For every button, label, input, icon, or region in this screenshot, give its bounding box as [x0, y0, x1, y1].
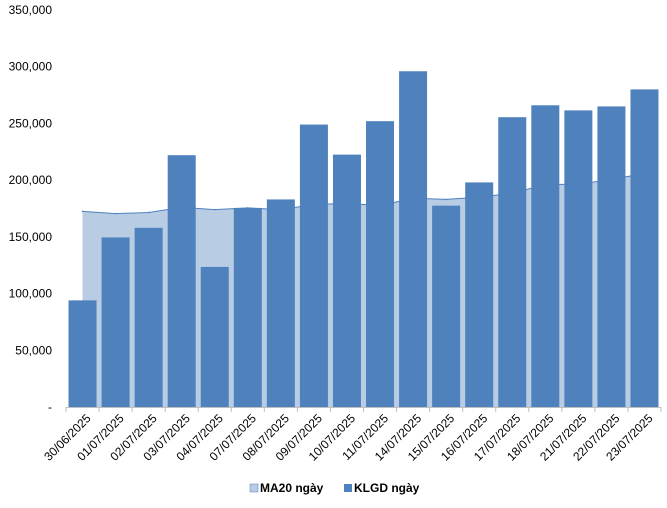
ma20-point	[81, 210, 84, 213]
klgd-bar	[101, 237, 130, 407]
klgd-bar	[134, 227, 163, 407]
klgd-bar	[233, 207, 262, 407]
legend-swatch-ma20	[249, 483, 259, 493]
klgd-bar	[266, 199, 295, 407]
y-tick-label: 250,000	[9, 116, 53, 130]
legend: MA20 ngày KLGD ngày	[249, 481, 420, 495]
y-tick-label: 150,000	[9, 230, 53, 244]
legend-label-klgd: KLGD ngày	[354, 481, 420, 495]
klgd-bar	[366, 121, 395, 407]
legend-swatch-klgd	[344, 484, 352, 492]
klgd-bar	[200, 266, 229, 407]
y-tick-label: -	[48, 400, 52, 414]
y-tick-label: 100,000	[9, 287, 53, 301]
ma20-point	[147, 211, 150, 214]
klgd-bar	[630, 89, 659, 408]
axis-layer	[65, 407, 662, 412]
area-layer	[81, 172, 646, 407]
legend-label-ma20: MA20 ngày	[260, 481, 324, 495]
klgd-bar	[68, 300, 97, 407]
klgd-bar	[399, 71, 428, 407]
klgd-bar	[432, 205, 461, 407]
x-tick-labels: 30/06/202501/07/202502/07/202503/07/2025…	[41, 411, 656, 464]
klgd-bar	[167, 155, 196, 407]
y-tick-label: 300,000	[9, 60, 53, 74]
klgd-bar	[299, 124, 328, 407]
klgd-bar	[597, 106, 626, 408]
y-tick-label: 350,000	[9, 3, 53, 17]
klgd-bar	[332, 154, 361, 407]
klgd-bar	[498, 117, 527, 407]
klgd-bar	[465, 182, 494, 407]
klgd-bar	[531, 105, 560, 407]
klgd-bar	[564, 110, 593, 408]
ma20-area	[82, 173, 645, 407]
y-tick-labels: - 50,000 100,000 150,000 200,000 250,000 300,0…	[9, 3, 53, 414]
y-tick-label: 200,000	[9, 173, 53, 187]
ma20-point	[445, 198, 447, 201]
ma20-point	[114, 212, 117, 215]
y-tick-label: 50,000	[15, 343, 52, 357]
ma20-point	[213, 208, 216, 211]
bar-layer	[68, 71, 659, 408]
